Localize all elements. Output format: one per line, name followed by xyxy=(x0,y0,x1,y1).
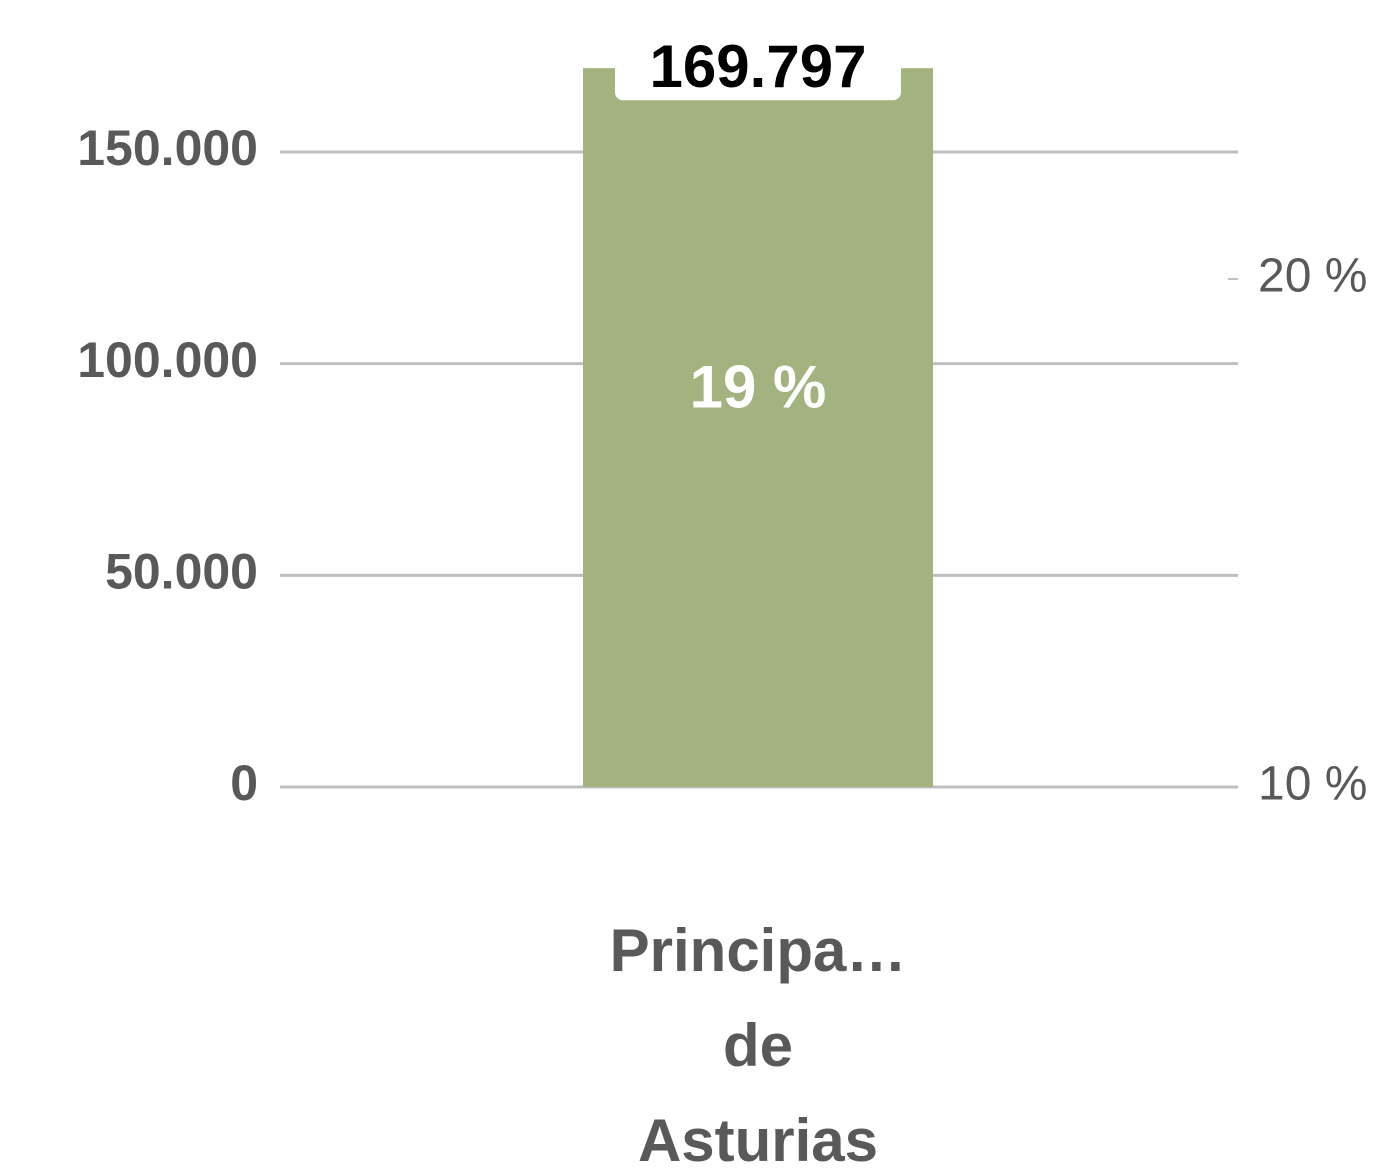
x-tick-label: Principa… de Asturias xyxy=(610,917,907,1174)
data-label-box xyxy=(615,38,901,101)
y2-tick-label: 20 % xyxy=(1258,250,1367,303)
y-tick-label: 100.000 xyxy=(77,332,258,388)
bar xyxy=(583,68,933,788)
y-tick-label: 150.000 xyxy=(77,120,258,176)
y-tick-label: 50.000 xyxy=(105,544,258,600)
data-label: 169.797 xyxy=(650,33,867,100)
y2-tick-label: 10 % xyxy=(1258,758,1367,811)
data-label: 19 % xyxy=(690,353,827,420)
y-tick-label: 0 xyxy=(230,755,258,811)
